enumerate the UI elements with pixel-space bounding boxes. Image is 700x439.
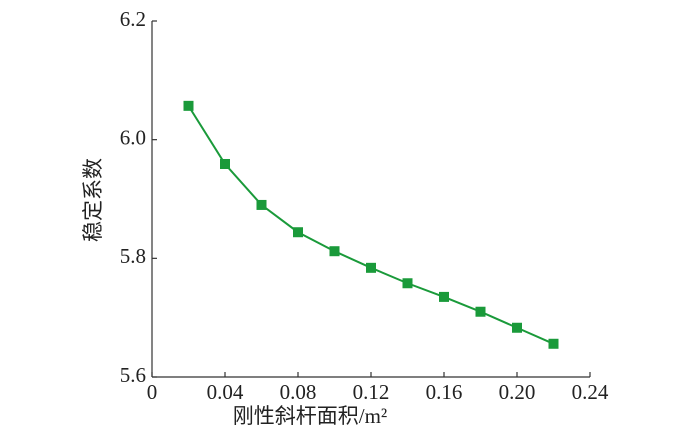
- x-tick-label: 0.16: [426, 380, 463, 404]
- x-tick-label: 0.24: [572, 380, 609, 404]
- x-tick-label: 0.20: [499, 380, 536, 404]
- data-point: [512, 322, 522, 333]
- data-point: [220, 158, 230, 169]
- x-tick-label: 0: [147, 380, 158, 404]
- data-point: [439, 291, 449, 302]
- data-point: [183, 100, 194, 111]
- data-point: [256, 199, 267, 210]
- data-point: [329, 246, 340, 257]
- y-tick-label: 6.0: [120, 125, 146, 149]
- x-tick-label: 0.12: [353, 380, 390, 404]
- x-tick-label: 0.04: [207, 380, 244, 404]
- series-line: [187, 105, 554, 345]
- x-axis-label: 刚性斜杆面积/m²: [233, 404, 387, 428]
- y-axis-label: 稳定系数: [81, 158, 105, 242]
- data-point: [366, 262, 376, 273]
- data-point: [548, 338, 559, 349]
- y-tick-label: 5.6: [120, 363, 146, 387]
- x-tick-label: 0.08: [280, 380, 317, 404]
- y-tick-label: 5.8: [120, 244, 146, 268]
- y-tick-label: 6.2: [120, 7, 146, 31]
- data-point: [293, 227, 303, 238]
- data-point: [402, 278, 413, 289]
- data-point: [475, 306, 486, 317]
